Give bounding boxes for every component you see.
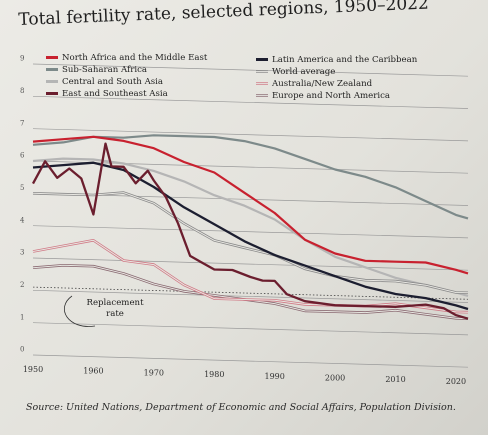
x-tick-label: 1990 (264, 372, 284, 381)
gridline-y-9 (32, 63, 469, 77)
gridline-y-8 (32, 95, 469, 109)
y-tick-label: 1 (20, 313, 24, 321)
legend-label: Latin America and the Caribbean (272, 55, 418, 65)
x-tick-label: 2010 (385, 375, 405, 384)
annotation-label: Replacement (86, 298, 144, 308)
y-tick-label: 7 (20, 119, 24, 127)
gridline-y-0 (32, 354, 469, 368)
x-tick-label: 2020 (446, 377, 466, 386)
legend-label: Central and South Asia (62, 77, 163, 87)
y-tick-label: 3 (20, 249, 24, 257)
legend-label: North Africa and the Middle East (62, 53, 208, 63)
series-line-1 (32, 135, 469, 275)
gridline-y-2 (32, 289, 469, 303)
gridline-y-3 (32, 257, 469, 271)
x-tick-label: 1970 (144, 368, 164, 377)
series-line-4 (31, 142, 469, 320)
gridline-y-7 (32, 128, 469, 142)
gridline-y-4 (32, 225, 469, 239)
replacement-rate-line (32, 286, 469, 300)
y-tick-label: 4 (20, 216, 25, 224)
legend-label: East and Southeast Asia (62, 89, 168, 99)
y-tick-label: 2 (20, 281, 24, 289)
legend-label: World average (272, 67, 335, 77)
y-tick-label: 8 (20, 87, 24, 95)
annotation-label: rate (106, 309, 124, 319)
x-tick-label: 1950 (23, 365, 43, 374)
x-tick-label: 2000 (325, 373, 345, 382)
gridline-y-6 (32, 160, 469, 174)
y-tick-label: 5 (20, 184, 24, 192)
source-note: Source: United Nations, Department of Ec… (26, 402, 456, 413)
series-line-3 (32, 157, 469, 298)
legend-label: Australia/New Zealand (271, 79, 373, 89)
legend-label: Sub-Saharan Africa (62, 65, 147, 75)
x-tick-label: 1960 (83, 367, 103, 376)
series-line-inner-8 (32, 264, 469, 320)
gridline-y-1 (32, 322, 469, 336)
x-tick-label: 1980 (204, 370, 224, 379)
series-line-5 (32, 161, 469, 311)
y-tick-label: 0 (20, 346, 24, 354)
gridline-y-5 (32, 192, 469, 206)
y-tick-label: 9 (20, 55, 24, 63)
legend-label: Europe and North America (272, 91, 390, 101)
series-line-inner-6 (32, 192, 469, 294)
y-tick-label: 6 (20, 152, 25, 160)
series-line-2 (32, 134, 469, 220)
annotation-bracket (64, 295, 96, 327)
